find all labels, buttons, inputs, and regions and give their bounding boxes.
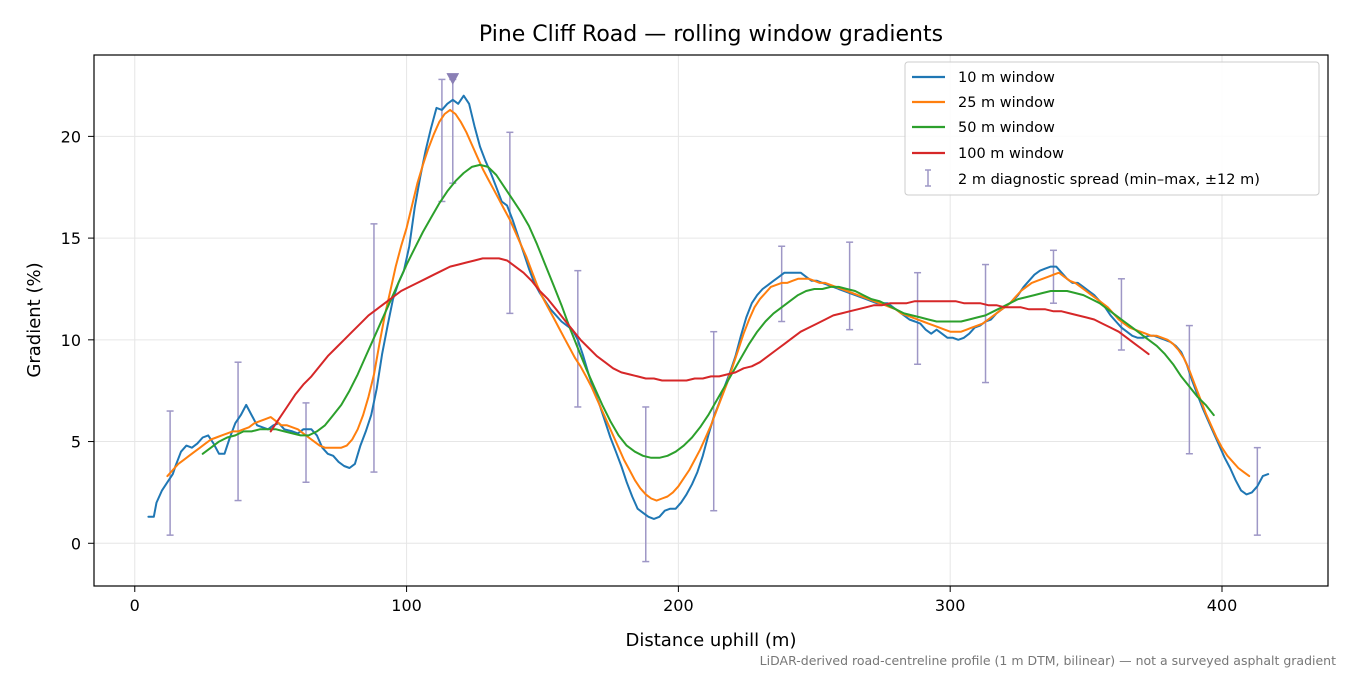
- x-tick-label: 200: [663, 596, 694, 615]
- peak-marker: [446, 73, 460, 85]
- legend-swatch-spread: [925, 169, 931, 187]
- diagnostic-spread-bar: [846, 241, 854, 331]
- x-axis-title: Distance uphill (m): [626, 630, 797, 651]
- diagnostic-spread-bar: [982, 263, 990, 384]
- y-tick-label: 5: [71, 433, 81, 452]
- x-tick-label: 0: [130, 596, 140, 615]
- tick-layer: 0 100 200 300 400 0 5 10 15 20: [61, 127, 1238, 615]
- legend-box: [904, 61, 1320, 196]
- plot-area: [147, 73, 1270, 563]
- diagnostic-spread-bar: [1049, 249, 1057, 304]
- diagnostic-spread-bar: [370, 223, 378, 473]
- diagnostic-spread-bar: [302, 402, 310, 483]
- y-tick-label: 15: [61, 229, 81, 248]
- series-layer: [147, 94, 1270, 520]
- series-line-1: [147, 94, 1270, 520]
- series-line-4: [269, 257, 1150, 433]
- diagnostic-spread-bar: [506, 131, 514, 315]
- chart-title: Pine Cliff Road — rolling window gradien…: [479, 22, 943, 47]
- y-tick-label: 0: [71, 534, 81, 553]
- diagnostic-spread-bar: [710, 330, 718, 512]
- series-line-3: [201, 163, 1215, 459]
- plot-frame: [93, 54, 1329, 587]
- legend-label-100m: 100 m window: [958, 146, 1064, 162]
- legend-label-50m: 50 m window: [958, 120, 1055, 136]
- legend: 10 m window 25 m window 50 m window 100 …: [904, 61, 1320, 196]
- legend-label-25m: 25 m window: [958, 95, 1055, 111]
- x-tick-label: 300: [935, 596, 966, 615]
- legend-label-10m: 10 m window: [958, 70, 1055, 86]
- y-tick-label: 10: [61, 331, 81, 350]
- y-tick-label: 20: [61, 127, 81, 146]
- footnote: LiDAR-derived road-centreline profile (1…: [760, 653, 1336, 668]
- y-axis-title: Gradient (%): [24, 262, 45, 377]
- marker-layer: [446, 73, 460, 85]
- legend-label-spread: 2 m diagnostic spread (min–max, ±12 m): [958, 172, 1260, 188]
- series-line-2: [166, 108, 1251, 502]
- x-tick-label: 100: [391, 596, 422, 615]
- diagnostic-spread-bar: [1253, 446, 1261, 536]
- x-tick-label: 400: [1207, 596, 1238, 615]
- diagnostic-spread-bar: [1185, 324, 1193, 455]
- diagnostic-spread-bar: [642, 406, 650, 563]
- diagnostic-spread-bar: [1117, 278, 1125, 351]
